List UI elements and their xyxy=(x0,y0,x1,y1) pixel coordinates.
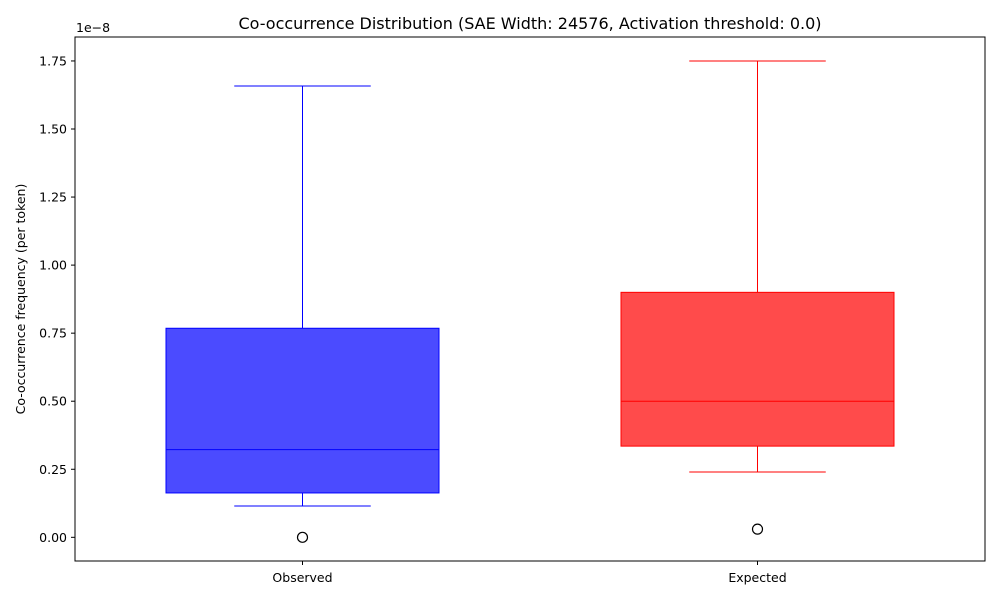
plot-frame xyxy=(74,36,986,562)
outlier-expected-0 xyxy=(751,523,764,535)
y-tick-label: 0.50 xyxy=(39,394,67,409)
y-tick-label: 1.50 xyxy=(39,122,67,137)
y-tick-label: 1.00 xyxy=(39,258,67,273)
box-group-expected xyxy=(620,60,895,535)
y-axis-label: Co-occurrence frequency (per token) xyxy=(13,184,28,415)
y-axis-offset-label: 1e−8 xyxy=(76,20,110,35)
y-tick-label: 0.25 xyxy=(39,462,67,477)
chart-title: Co-occurrence Distribution (SAE Width: 2… xyxy=(238,14,821,33)
y-tick-label: 1.25 xyxy=(39,190,67,205)
x-tick-label-expected: Expected xyxy=(728,570,786,585)
y-tick-label: 1.75 xyxy=(39,53,67,68)
plot-area xyxy=(165,60,895,543)
box-group-observed xyxy=(165,85,440,543)
y-tick-label: 0.75 xyxy=(39,326,67,341)
box-observed xyxy=(165,327,440,494)
x-axis: Observed Expected xyxy=(272,561,787,585)
y-tick-label: 0.00 xyxy=(39,530,67,545)
box-expected xyxy=(620,291,895,447)
x-tick-label-observed: Observed xyxy=(272,570,332,585)
y-axis: 0.00 0.25 0.50 0.75 1.00 1.25 1.50 1.75 xyxy=(39,53,75,545)
outlier-observed-0 xyxy=(296,531,309,543)
